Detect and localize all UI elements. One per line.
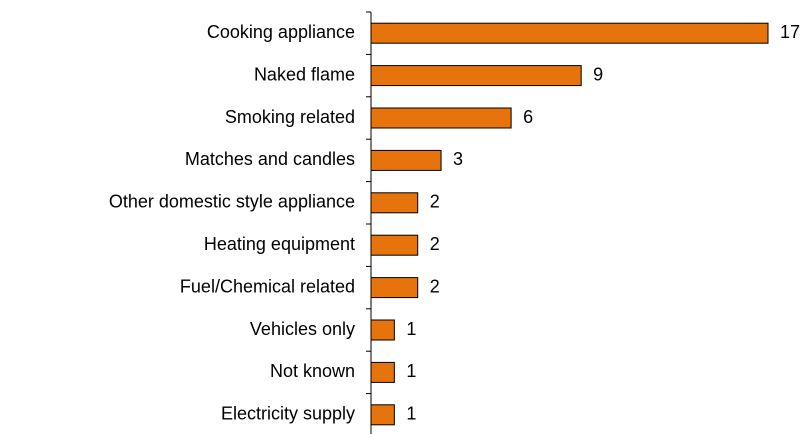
bar [370,404,395,426]
bar [370,319,395,341]
value-label: 6 [523,107,533,127]
bar [370,22,769,44]
value-label: 1 [406,361,416,381]
value-label: 2 [430,234,440,254]
category-label: Smoking related [225,107,355,127]
bar [370,107,512,129]
category-label: Fuel/Chemical related [180,276,355,296]
bar [370,149,442,171]
category-label: Matches and candles [185,149,355,169]
category-label: Naked flame [254,64,355,84]
value-label: 9 [593,64,603,84]
value-label: 3 [453,149,463,169]
bar [370,234,419,256]
category-label: Vehicles only [250,319,355,339]
value-label: 2 [430,192,440,212]
bar [370,277,419,299]
value-label: 2 [430,276,440,296]
bar [370,361,395,383]
bar [370,65,582,87]
category-label: Cooking appliance [207,22,355,42]
value-label: 1 [406,404,416,424]
category-label: Not known [270,361,355,381]
category-label: Heating equipment [204,234,355,254]
value-label: 17 [780,22,800,42]
category-label: Other domestic style appliance [109,192,355,212]
value-label: 1 [406,319,416,339]
category-label: Electricity supply [221,404,355,424]
bar [370,192,419,214]
